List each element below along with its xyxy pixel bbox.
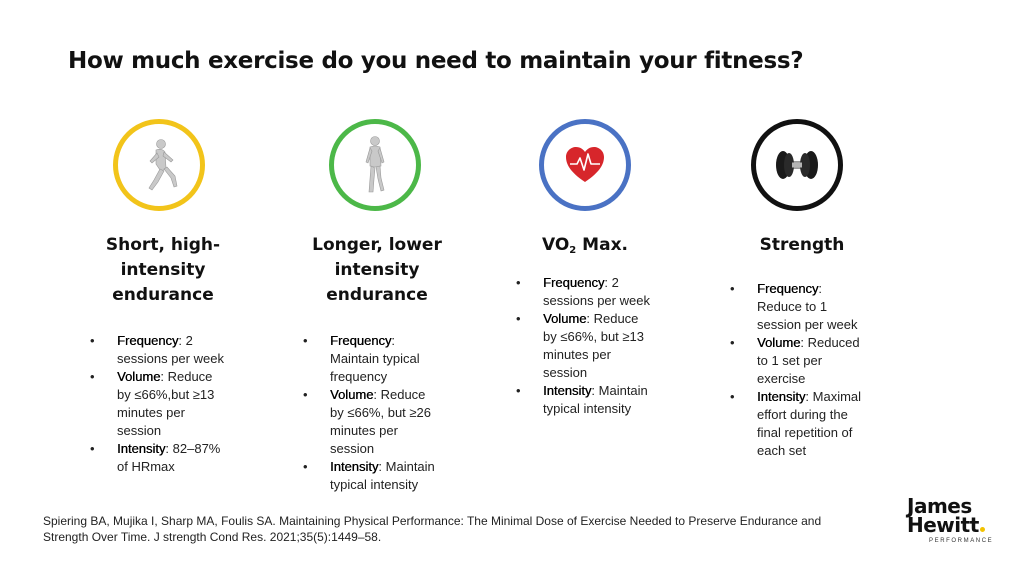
dumbbell-icon xyxy=(776,151,818,179)
citation: Spiering BA, Mujika I, Sharp MA, Foulis … xyxy=(43,514,822,544)
list-item: Intensity: 82–87%of HRmax xyxy=(90,440,267,476)
running-figure-ring xyxy=(113,119,205,211)
heart-pulse-icon xyxy=(566,147,604,182)
col2-title: Longer, lower intensity endurance xyxy=(312,235,442,305)
page-title: How much exercise do you need to maintai… xyxy=(68,48,804,74)
walking-figure-icon xyxy=(365,136,385,193)
dumbbell-ring xyxy=(751,119,843,211)
walking-figure-ring xyxy=(329,119,421,211)
heart-pulse-ring xyxy=(539,119,631,211)
running-figure-icon xyxy=(148,139,178,191)
brand-logo: James Hewitt PERFORMANCE xyxy=(907,494,994,544)
col1-title: Short, high- intensity endurance xyxy=(105,235,221,305)
col3-title: VO2 Max. xyxy=(541,235,628,256)
col4-title: Strength xyxy=(759,235,845,255)
